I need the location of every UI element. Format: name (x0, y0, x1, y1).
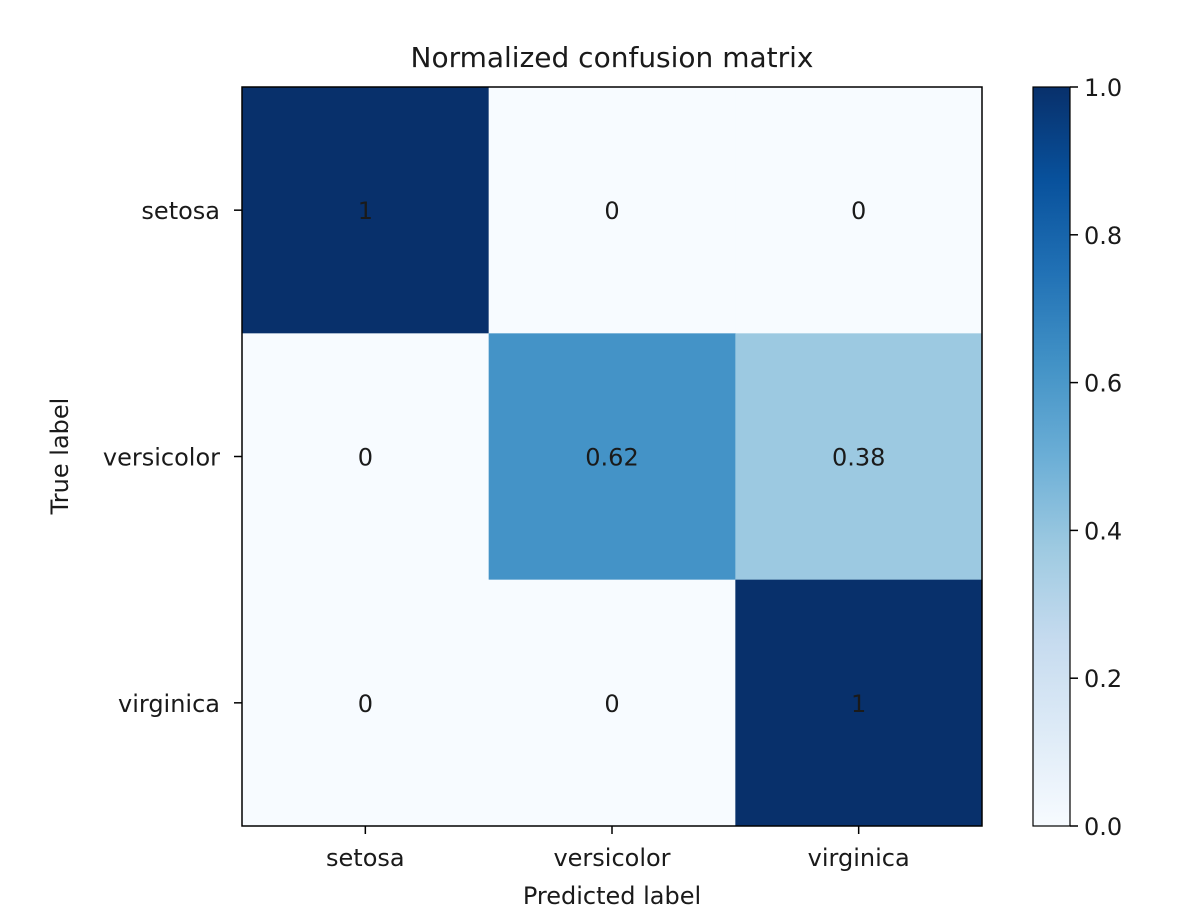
y-tick-label: setosa (141, 197, 220, 225)
cell-value-label: 0 (604, 690, 619, 718)
x-tick-label: versicolor (553, 844, 670, 872)
cell-value-label: 0 (358, 690, 373, 718)
colorbar-tick-label: 0.2 (1084, 665, 1122, 693)
heatmap-cell (242, 87, 490, 334)
heatmap-cell-labels: 1 0 0 0 0.62 0.38 0 0 1 (358, 197, 886, 718)
cell-value-label: 1 (358, 197, 373, 225)
colorbar-tick-label: 0.0 (1084, 813, 1122, 841)
heatmap-cell (735, 579, 983, 827)
cell-value-label: 0.62 (585, 444, 638, 472)
heatmap-cell (488, 87, 736, 334)
heatmap-cell (488, 333, 736, 581)
heatmap-cell (242, 579, 490, 827)
chart-title: Normalized confusion matrix (411, 41, 814, 74)
colorbar-tick-label: 0.8 (1084, 222, 1122, 250)
cell-value-label: 1 (851, 690, 866, 718)
colorbar-tick-label: 1.0 (1084, 74, 1122, 102)
colorbar-ticks: 0.0 0.2 0.4 0.6 0.8 1.0 (1070, 74, 1122, 841)
heatmap-cell (242, 333, 490, 581)
x-tick-label: virginica (808, 844, 910, 872)
y-tick-label: virginica (118, 690, 220, 718)
heatmap-cell (735, 87, 983, 334)
colorbar-tick-label: 0.6 (1084, 370, 1122, 398)
y-axis-label: True label (46, 398, 74, 516)
heatmap-cell (735, 333, 983, 581)
cell-value-label: 0.38 (832, 444, 885, 472)
heatmap-cells (242, 87, 983, 827)
y-axis-ticks: setosa versicolor virginica (103, 197, 242, 718)
heatmap-cell (488, 579, 736, 827)
colorbar-gradient (1032, 86, 1071, 827)
y-tick-label: versicolor (103, 444, 220, 472)
cell-value-label: 0 (604, 197, 619, 225)
colorbar-tick-label: 0.4 (1084, 517, 1122, 545)
cell-value-label: 0 (358, 444, 373, 472)
x-tick-label: setosa (326, 844, 405, 872)
x-axis-label: Predicted label (523, 882, 701, 910)
x-axis-ticks: setosa versicolor virginica (326, 826, 910, 872)
cell-value-label: 0 (851, 197, 866, 225)
